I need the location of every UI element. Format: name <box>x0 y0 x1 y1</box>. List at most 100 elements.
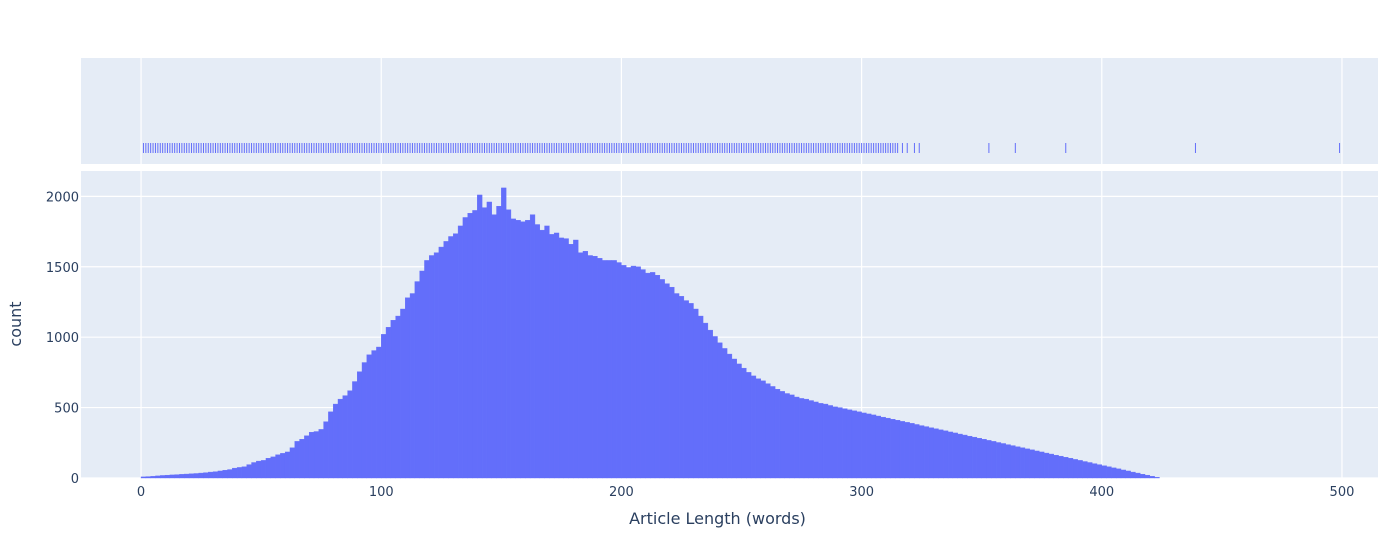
histogram-bar <box>529 214 536 479</box>
histogram-bar <box>798 398 805 479</box>
histogram-bar <box>866 413 872 479</box>
histogram-bar <box>164 474 171 479</box>
histogram-bar <box>227 469 233 479</box>
histogram-bar <box>150 476 156 479</box>
histogram-bar <box>505 209 512 479</box>
histogram-bar <box>308 432 315 479</box>
histogram-bar <box>265 458 271 479</box>
histogram-bar <box>553 232 560 479</box>
histogram-bar <box>688 303 694 479</box>
histogram-bar <box>981 439 987 479</box>
histogram-bar <box>650 272 656 479</box>
histogram-bar <box>967 435 973 479</box>
histogram-bar <box>232 467 238 479</box>
histogram-bar <box>606 260 613 479</box>
histogram-bar <box>904 422 910 479</box>
histogram-bar <box>457 225 464 479</box>
histogram-bar <box>510 218 516 479</box>
x-tick-label: 0 <box>137 485 145 500</box>
histogram-bar <box>1063 457 1069 479</box>
histogram-bar <box>875 415 882 479</box>
histogram-bar <box>952 432 958 479</box>
x-tick-label: 300 <box>849 485 874 500</box>
histogram-bar <box>222 470 228 479</box>
histogram-bar <box>1091 463 1098 479</box>
histogram-bar <box>1005 444 1011 479</box>
histogram-bar <box>971 436 978 479</box>
histogram-bar <box>1034 450 1040 479</box>
histogram-bar <box>1019 447 1026 479</box>
histogram-bar <box>664 283 670 479</box>
histogram-bar <box>467 213 473 479</box>
histogram-bar <box>693 308 699 479</box>
rug-marks <box>142 143 1341 153</box>
histogram-bar <box>779 391 785 479</box>
histogram-bar <box>577 252 584 479</box>
histogram-bar <box>1106 466 1112 479</box>
histogram-bar <box>1015 446 1021 479</box>
histogram-bar <box>895 420 901 479</box>
histogram-bar <box>1010 445 1016 479</box>
histogram-bar <box>419 270 425 479</box>
histogram-bar <box>366 354 372 479</box>
histogram-bar <box>376 346 382 479</box>
histogram-bar <box>236 467 243 479</box>
histogram-bar <box>1125 470 1131 479</box>
histogram-bar <box>246 464 252 479</box>
histogram-bar <box>568 244 574 479</box>
histogram-bar <box>1053 454 1059 479</box>
histogram-bar <box>621 265 627 479</box>
histogram-bar <box>717 342 723 479</box>
histogram-bar <box>448 236 454 479</box>
histogram-bar <box>256 460 262 479</box>
histogram-bar <box>755 378 761 479</box>
histogram-bar <box>597 258 603 479</box>
histogram-bar <box>871 414 877 479</box>
histogram-bar <box>304 435 310 479</box>
histogram-bar <box>328 411 334 479</box>
y-tick-label: 1000 <box>46 331 79 346</box>
histogram-bar <box>573 239 579 479</box>
x-tick-label: 100 <box>369 485 394 500</box>
histogram-bar <box>1024 448 1030 479</box>
histogram-bar <box>313 431 319 479</box>
histogram-bar <box>1140 473 1146 479</box>
histogram-bar <box>275 454 281 479</box>
histogram-bar <box>736 363 742 479</box>
histogram-bar <box>299 439 305 479</box>
histogram-bar <box>1101 465 1107 479</box>
x-axis-tick-labels: 0 100 200 300 400 500 <box>137 485 1354 500</box>
histogram-bar <box>188 473 195 479</box>
histogram-bar <box>294 441 300 479</box>
histogram-bar <box>395 315 401 479</box>
histogram-bar <box>885 417 891 479</box>
histogram-bar <box>515 220 521 479</box>
histogram-bar <box>760 380 766 479</box>
histogram-bar <box>669 286 675 479</box>
histogram-bar <box>1144 474 1151 479</box>
histogram-bar <box>1029 449 1035 479</box>
histogram-bar <box>160 475 166 479</box>
histogram-bar <box>928 427 934 479</box>
histogram-bar <box>443 241 449 479</box>
histogram-bar <box>539 229 545 479</box>
histogram-bar <box>208 471 214 479</box>
histogram-bar <box>698 315 704 479</box>
histogram-bar <box>174 474 180 479</box>
histogram-bar <box>433 252 440 479</box>
histogram-bar <box>193 473 199 479</box>
histogram-bar <box>582 251 588 479</box>
histogram-bar <box>611 260 617 479</box>
histogram-bar <box>909 423 915 479</box>
y-axis-tick-labels: 0 500 1000 1500 2000 <box>46 190 79 487</box>
histogram-bar <box>558 237 564 479</box>
histogram-bar <box>774 389 781 479</box>
histogram-bar <box>919 425 925 479</box>
histogram-bar <box>477 194 483 479</box>
histogram-bar <box>846 409 853 479</box>
histogram-bar <box>217 470 223 479</box>
histogram-bar <box>390 320 396 479</box>
y-axis-title: count <box>6 301 25 346</box>
histogram-bar <box>616 262 622 479</box>
